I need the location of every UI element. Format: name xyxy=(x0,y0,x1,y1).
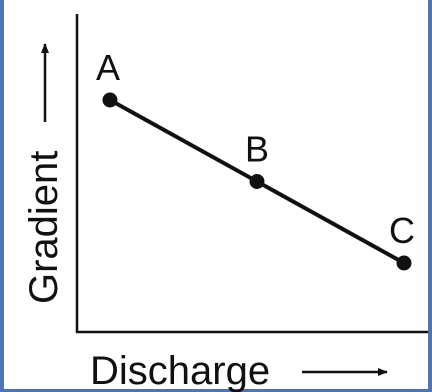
point-b xyxy=(249,174,265,189)
x-axis-label: Discharge xyxy=(90,349,270,392)
plot-layer: A B C xyxy=(96,47,415,271)
point-label-a: A xyxy=(96,47,120,88)
point-label-b: B xyxy=(245,129,269,170)
point-a xyxy=(102,92,118,108)
point-c xyxy=(396,255,412,271)
point-label-c: C xyxy=(389,210,415,251)
gradient-discharge-diagram: Discharge Gradient A B C xyxy=(22,14,428,392)
y-axis-label: Gradient xyxy=(22,151,66,304)
